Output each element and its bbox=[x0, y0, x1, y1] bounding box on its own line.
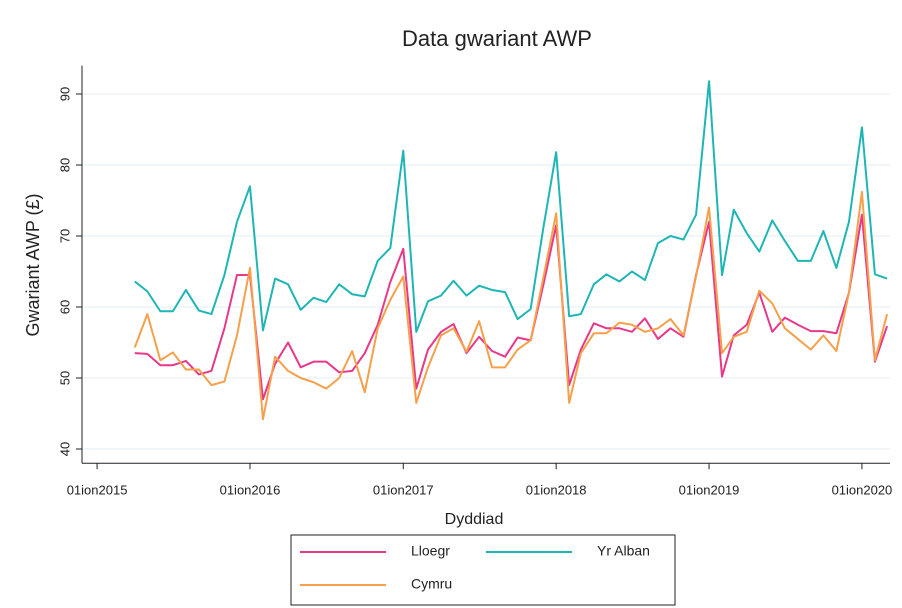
x-axis-label: Dyddiad bbox=[445, 511, 504, 528]
legend-label: Lloegr bbox=[411, 543, 450, 559]
x-tick-label: 01ion2019 bbox=[679, 483, 740, 498]
x-tick-label: 01ion2017 bbox=[373, 483, 434, 498]
y-tick-label: 60 bbox=[57, 300, 72, 314]
y-tick-label: 90 bbox=[57, 87, 72, 101]
series-line bbox=[134, 213, 889, 401]
legend-box bbox=[290, 534, 676, 606]
y-tick-label: 50 bbox=[57, 371, 72, 385]
x-tick-label: 01ion2016 bbox=[220, 483, 281, 498]
series-line bbox=[133, 190, 889, 421]
y-tick-label: 40 bbox=[57, 442, 72, 456]
x-tick-label: 01ion2015 bbox=[67, 483, 128, 498]
legend-label: Yr Alban bbox=[597, 543, 650, 559]
series-line bbox=[134, 80, 888, 333]
y-axis-label: Gwariant AWP (£) bbox=[23, 193, 43, 336]
x-tick-label: 01ion2020 bbox=[832, 483, 893, 498]
chart-title: Data gwariant AWP bbox=[402, 26, 592, 51]
y-tick-label: 80 bbox=[57, 158, 72, 172]
x-tick-label: 01ion2018 bbox=[526, 483, 587, 498]
y-tick-label: 70 bbox=[57, 229, 72, 243]
legend-label: Cymru bbox=[411, 576, 452, 592]
